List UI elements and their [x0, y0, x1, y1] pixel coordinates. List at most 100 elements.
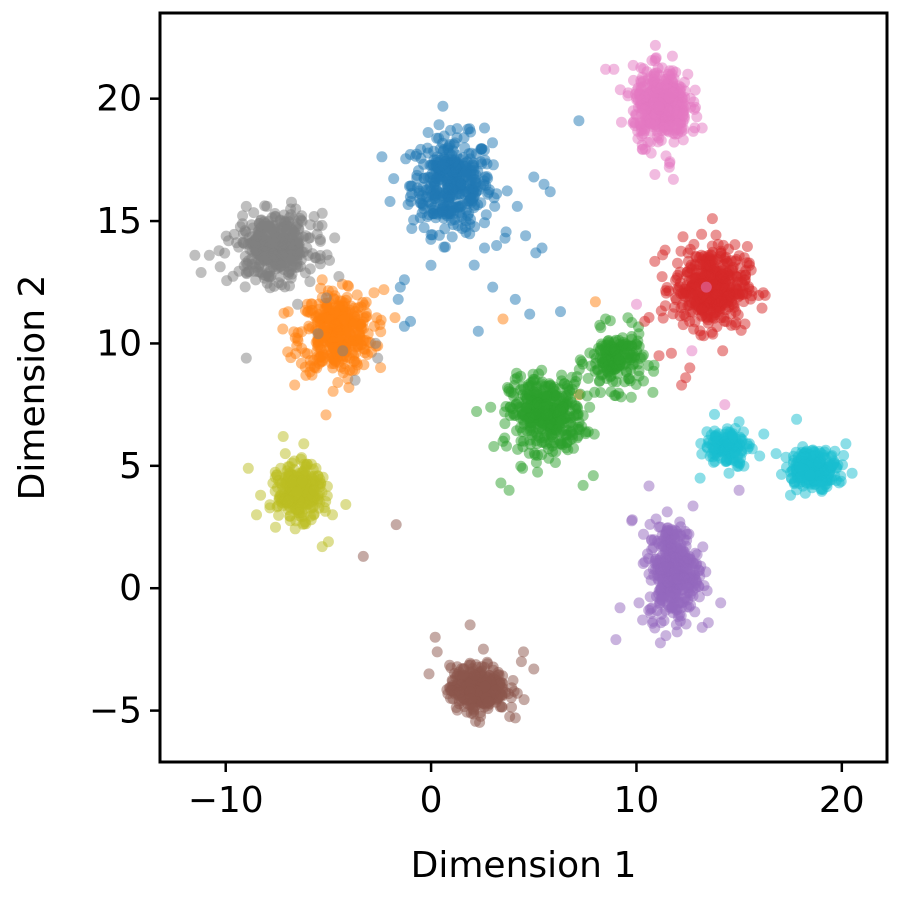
scatter-point-cluster-2: [532, 430, 544, 442]
scatter-point-cluster-1: [589, 296, 601, 308]
scatter-point-cluster-8: [292, 298, 304, 310]
scatter-point-cluster-8: [314, 250, 326, 261]
scatter-point-cluster-4: [639, 315, 651, 327]
scatter-point-cluster-3: [573, 363, 585, 375]
scatter-point-cluster-1: [371, 312, 383, 324]
scatter-point-cluster-8: [300, 230, 312, 242]
scatter-point-cluster-8: [333, 271, 345, 282]
scatter-point-cluster-1: [310, 311, 322, 323]
scatter-point-cluster-1: [337, 367, 349, 379]
scatter-point-cluster-5: [666, 524, 678, 536]
scatter-point-cluster-9: [242, 462, 254, 474]
scatter-point-cluster-8: [370, 337, 382, 349]
scatter-point-cluster-11: [731, 460, 743, 472]
scatter-point-cluster-8: [329, 232, 341, 244]
scatter-point-cluster-2: [557, 439, 569, 451]
scatter-point-cluster-7: [671, 107, 682, 119]
scatter-point-cluster-0: [416, 207, 428, 219]
scatter-point-cluster-5: [674, 615, 686, 627]
scatter-point-cluster-1: [315, 282, 327, 294]
scatter-point-cluster-2: [536, 380, 548, 392]
scatter-point-cluster-8: [239, 281, 251, 293]
scatter-point-cluster-5: [678, 572, 690, 584]
scatter-point-cluster-7: [657, 122, 669, 133]
scatter-point-cluster-5: [679, 525, 691, 537]
scatter-point-cluster-11: [743, 438, 755, 450]
scatter-point-cluster-2: [520, 402, 532, 414]
scatter-point-cluster-4: [660, 285, 672, 297]
scatter-point-cluster-0: [479, 217, 490, 229]
scatter-point-cluster-0: [427, 203, 439, 214]
scatter-point-cluster-5: [670, 552, 682, 564]
scatter-point-cluster-7: [631, 85, 643, 97]
scatter-point-cluster-7: [653, 101, 665, 112]
scatter-point-cluster-4: [712, 238, 724, 250]
scatter-point-cluster-5: [649, 557, 661, 569]
scatter-point-cluster-0: [555, 306, 566, 318]
scatter-point-cluster-7: [616, 116, 627, 128]
scatter-point-cluster-2: [503, 484, 515, 496]
scatter-point-cluster-8: [324, 254, 335, 266]
scatter-point-cluster-0: [465, 193, 477, 205]
scatter-point-cluster-7: [651, 82, 663, 94]
scatter-point-cluster-8: [240, 352, 252, 364]
scatter-point-cluster-5: [733, 484, 745, 496]
scatter-point-cluster-1: [304, 366, 316, 378]
scatter-point-cluster-0: [468, 174, 480, 186]
scatter-point-cluster-5: [643, 480, 655, 492]
scatter-point-cluster-8: [249, 257, 261, 269]
scatter-point-cluster-5: [654, 637, 666, 649]
scatter-point-cluster-7: [687, 125, 699, 137]
scatter-point-cluster-9: [286, 476, 297, 488]
scatter-point-cluster-0: [450, 162, 462, 174]
scatter-point-cluster-4: [683, 275, 695, 287]
x-tick-label: −10: [188, 780, 264, 821]
scatter-point-cluster-2: [577, 479, 589, 491]
scatter-point-cluster-0: [418, 158, 430, 170]
scatter-point-cluster-9: [273, 509, 285, 521]
scatter-point-cluster-10: [786, 473, 798, 485]
scatter-point-cluster-1: [320, 409, 332, 421]
scatter-point-cluster-2: [551, 424, 563, 436]
scatter-point-cluster-7: [636, 143, 648, 155]
scatter-point-cluster-9: [317, 471, 329, 483]
scatter-point-cluster-10: [829, 445, 841, 457]
scatter-point-cluster-0: [433, 132, 445, 144]
scatter-point-cluster-2: [497, 435, 509, 447]
scatter-point-cluster-8: [349, 374, 361, 386]
scatter-point-cluster-6: [518, 694, 530, 706]
scatter-point-cluster-4: [696, 304, 708, 316]
scatter-point-cluster-10: [846, 467, 858, 479]
scatter-point-cluster-4: [696, 228, 708, 240]
scatter-point-cluster-11: [701, 426, 713, 438]
scatter-point-cluster-2: [530, 457, 542, 468]
scatter-point-cluster-7: [645, 125, 657, 137]
scatter-point-cluster-0: [446, 231, 458, 243]
scatter-point-cluster-11: [758, 428, 770, 440]
scatter-point-cluster-1: [343, 280, 354, 292]
scatter-point-cluster-0: [479, 242, 490, 254]
x-tick-label: 10: [614, 780, 660, 821]
scatter-point-cluster-8: [298, 246, 310, 258]
scatter-point-cluster-5: [693, 591, 705, 603]
scatter-point-cluster-7: [644, 118, 656, 129]
scatter-point-cluster-11: [694, 472, 706, 484]
scatter-point-cluster-8: [276, 248, 288, 260]
scatter-point-cluster-0: [483, 186, 495, 198]
scatter-point-cluster-5: [657, 592, 669, 604]
scatter-point-cluster-4: [677, 231, 689, 243]
scatter-point-cluster-6: [487, 664, 499, 676]
scatter-point-cluster-9: [291, 486, 303, 498]
scatter-point-cluster-5: [653, 521, 665, 533]
scatter-point-cluster-6: [454, 687, 465, 698]
scatter-point-cluster-1: [306, 298, 318, 310]
scatter-point-cluster-9: [290, 515, 302, 527]
scatter-point-cluster-1: [282, 306, 294, 318]
scatter-point-cluster-9: [271, 469, 283, 481]
scatter-point-cluster-8: [221, 275, 233, 287]
scatter-point-cluster-2: [571, 400, 583, 412]
scatter-point-cluster-9: [270, 521, 281, 533]
scatter-point-cluster-0: [479, 122, 490, 134]
scatter-point-cluster-1: [350, 347, 362, 359]
